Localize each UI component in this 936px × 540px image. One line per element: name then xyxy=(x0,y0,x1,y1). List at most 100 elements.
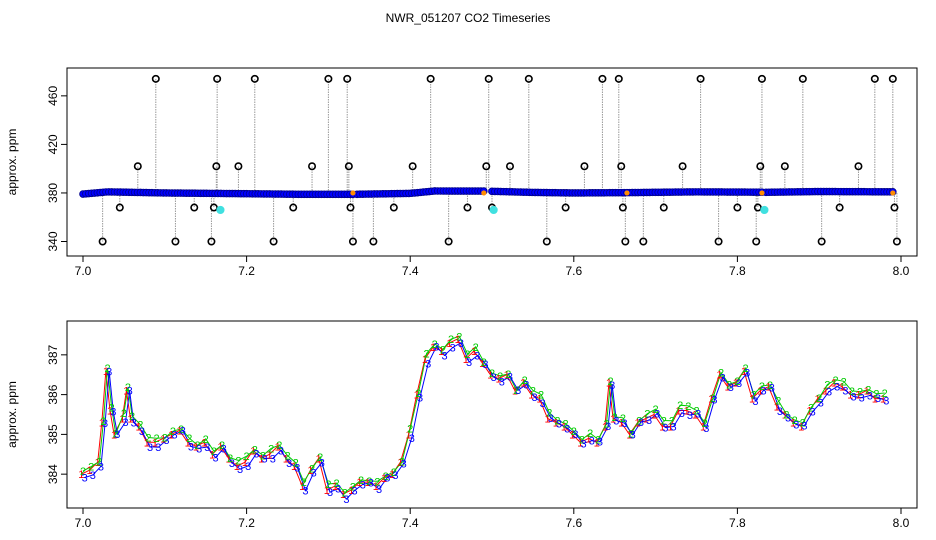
outlier-point xyxy=(752,237,761,246)
series-marker-3: 3 xyxy=(687,410,693,422)
outlier-point xyxy=(289,203,298,212)
top-panel: 7.0 7.2 7.4 7.6 7.8 8.0 340 380 420 460 approx. pp… xyxy=(5,67,918,278)
outlier-point xyxy=(780,162,789,171)
y-tick-label: 380 xyxy=(46,183,60,203)
series-marker-1: 1 xyxy=(708,394,714,406)
series-marker-1: 1 xyxy=(585,433,591,445)
segment-end-point xyxy=(481,190,487,196)
series-marker-1: 1 xyxy=(536,394,542,406)
series-marker-1: 1 xyxy=(569,429,575,441)
series-marker-2: 2 xyxy=(104,363,110,375)
series-line-3 xyxy=(84,342,887,500)
series-marker-3: 3 xyxy=(818,398,824,410)
series-marker-2: 2 xyxy=(448,334,454,346)
series-marker-3: 3 xyxy=(777,406,783,418)
series-marker-1: 1 xyxy=(700,421,706,433)
series-marker-1: 1 xyxy=(107,406,113,418)
series-marker-3: 3 xyxy=(711,395,717,407)
series-marker-3: 3 xyxy=(139,426,145,438)
series-marker-2: 2 xyxy=(211,446,217,458)
series-marker-1: 1 xyxy=(594,437,600,449)
series-marker-2: 2 xyxy=(661,415,667,427)
series-marker-1: 1 xyxy=(78,469,84,481)
series-marker-2: 2 xyxy=(579,435,585,447)
y-tick-label: 384 xyxy=(46,464,60,484)
series-marker-2: 2 xyxy=(653,404,659,416)
outlier-point xyxy=(854,162,863,171)
y-tick-label: 420 xyxy=(46,134,60,154)
series-marker-1: 1 xyxy=(185,437,191,449)
series-marker-1: 1 xyxy=(127,413,133,425)
series-marker-2: 2 xyxy=(96,456,102,468)
series-marker-3: 3 xyxy=(867,390,873,402)
outlier-point xyxy=(890,203,899,212)
series-marker-2: 2 xyxy=(125,382,131,394)
series-marker-2: 2 xyxy=(432,339,438,351)
series-marker-2: 2 xyxy=(170,426,176,438)
outlier-point xyxy=(343,74,352,83)
x-tick-label: 8.0 xyxy=(893,516,910,530)
series-marker-1: 1 xyxy=(324,485,330,497)
series-marker-2: 2 xyxy=(383,471,389,483)
series-marker-2: 2 xyxy=(481,357,487,369)
x-tick-label: 7.0 xyxy=(75,516,92,530)
series-marker-2: 2 xyxy=(608,376,614,388)
outlier-point xyxy=(870,74,879,83)
outlier-point xyxy=(207,237,216,246)
series-marker-1: 1 xyxy=(217,441,223,453)
series-marker-2: 2 xyxy=(440,344,446,356)
outlier-point xyxy=(444,237,453,246)
series-marker-3: 3 xyxy=(523,380,529,392)
series-marker-1: 1 xyxy=(504,370,510,382)
series-marker-3: 3 xyxy=(204,442,210,454)
outlier-point xyxy=(308,162,317,171)
series-marker-3: 3 xyxy=(319,458,325,470)
series-marker-2: 2 xyxy=(538,390,544,402)
series-marker-3: 3 xyxy=(163,435,169,447)
series-marker-1: 1 xyxy=(847,390,853,402)
series-marker-2: 2 xyxy=(800,418,806,430)
series-marker-3: 3 xyxy=(441,350,447,362)
series-marker-1: 1 xyxy=(397,457,403,469)
series-marker-3: 3 xyxy=(736,378,742,390)
series-marker-2: 2 xyxy=(399,457,405,469)
series-marker-3: 3 xyxy=(801,420,807,432)
series-marker-1: 1 xyxy=(815,394,821,406)
series-marker-1: 1 xyxy=(790,417,796,429)
series-marker-3: 3 xyxy=(270,453,276,465)
series-marker-3: 3 xyxy=(793,420,799,432)
series-marker-3: 3 xyxy=(875,393,881,405)
series-marker-3: 3 xyxy=(671,421,677,433)
series-marker-3: 3 xyxy=(221,443,227,455)
series-marker-2: 2 xyxy=(391,467,397,479)
outlier-point xyxy=(733,203,742,212)
series-marker-1: 1 xyxy=(577,437,583,449)
series-marker-1: 1 xyxy=(823,386,829,398)
outlier-point xyxy=(250,74,259,83)
x-tick-label: 8.0 xyxy=(893,264,910,278)
series-marker-2: 2 xyxy=(194,440,200,452)
outlier-point xyxy=(835,203,844,212)
series-marker-3: 3 xyxy=(376,484,382,496)
series-marker-2: 2 xyxy=(415,388,421,400)
series-marker-1: 1 xyxy=(307,465,313,477)
bottom-panel: 7.0 7.2 7.4 7.6 7.8 8.0 384 385 386 387 approx. pp… xyxy=(5,320,918,530)
series-marker-3: 3 xyxy=(810,407,816,419)
series-marker-2: 2 xyxy=(832,375,838,387)
outlier-point xyxy=(614,74,623,83)
series-marker-2: 2 xyxy=(702,418,708,430)
series-marker-2: 2 xyxy=(563,419,569,431)
series-marker-3: 3 xyxy=(106,367,112,379)
series-marker-1: 1 xyxy=(234,461,240,473)
series-line-2 xyxy=(82,335,885,494)
series-marker-2: 2 xyxy=(497,371,503,383)
series-marker-3: 3 xyxy=(515,385,521,397)
outlier-point xyxy=(98,237,107,246)
series-marker-2: 2 xyxy=(554,415,560,427)
series-marker-2: 2 xyxy=(121,408,127,420)
series-marker-2: 2 xyxy=(423,348,429,360)
series-marker-3: 3 xyxy=(278,445,284,457)
series-marker-3: 3 xyxy=(654,409,660,421)
series-marker-3: 3 xyxy=(531,392,537,404)
series-marker-3: 3 xyxy=(110,407,116,419)
